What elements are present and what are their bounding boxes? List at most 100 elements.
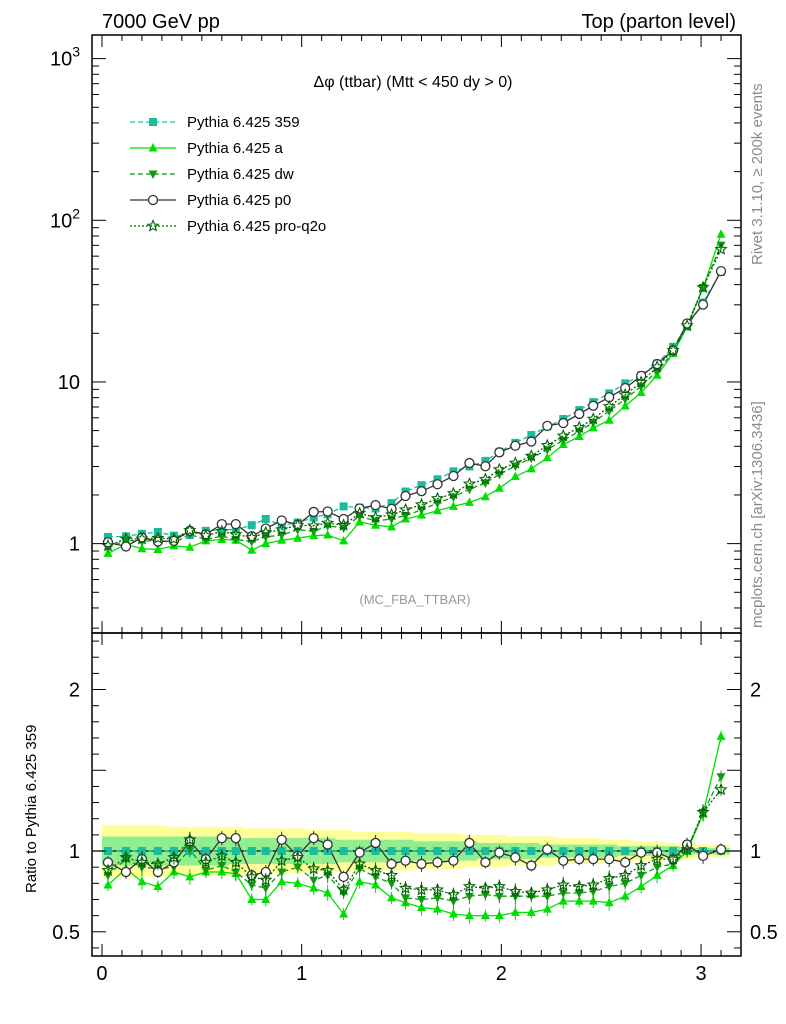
data-point-ratio [183, 832, 197, 846]
data-point-ratio [666, 852, 680, 865]
data-point-ratio [277, 876, 287, 886]
data-point-main [339, 502, 348, 511]
data-point-main [527, 430, 536, 439]
data-point-main [508, 456, 522, 469]
data-point-ratio [464, 837, 475, 849]
data-point-ratio [574, 889, 584, 899]
data-point-main [494, 483, 504, 492]
x-tick-label: 1 [296, 963, 307, 985]
y-tick-label-ratio-right: 2 [750, 680, 761, 702]
data-point-main [588, 400, 599, 411]
data-point-ratio [309, 847, 318, 856]
ratio-panel: 2 2 1 1 0.5 0.5 Ratio to Pythia 6.425 359 [23, 632, 778, 957]
data-point-ratio [414, 882, 429, 896]
data-point-ratio [636, 871, 646, 881]
data-point-ratio [464, 910, 474, 920]
data-point-ratio [309, 883, 319, 892]
data-point-ratio [386, 858, 397, 870]
data-point-ratio [620, 879, 630, 889]
data-point-ratio [464, 892, 474, 902]
data-point-main [604, 415, 614, 424]
x-axis: 0 1 2 3 [96, 35, 742, 985]
data-point-ratio [481, 847, 490, 856]
data-point-ratio [153, 847, 162, 856]
data-point-ratio [119, 850, 133, 864]
data-point-main [215, 524, 229, 538]
data-point-ratio [231, 868, 241, 878]
data-point-ratio [261, 847, 270, 856]
data-point-ratio [480, 910, 490, 920]
data-point-ratio [185, 845, 195, 855]
data-point-main [716, 229, 726, 238]
data-point-main [387, 499, 396, 508]
x-tick-label: 2 [496, 963, 507, 985]
data-point-main [526, 436, 537, 447]
ratio-frame [91, 632, 742, 957]
y-tick-label-ratio-right: 0.5 [750, 922, 778, 944]
data-point-ratio [556, 878, 570, 891]
data-point-ratio [135, 855, 149, 868]
data-point-main [481, 456, 490, 465]
data-point-ratio [650, 852, 664, 865]
data-point-ratio [604, 883, 614, 892]
data-point-main [355, 517, 365, 526]
data-point-main [387, 515, 397, 525]
data-point-ratio [339, 909, 349, 918]
data-point-ratio [715, 844, 727, 855]
data-point-ratio [574, 853, 585, 865]
legend-label: Pythia 6.425 pro-q2o [187, 218, 326, 235]
data-point-main [526, 463, 536, 473]
data-point-ratio [293, 863, 303, 873]
data-point-ratio [526, 860, 537, 871]
data-point-ratio [462, 879, 477, 893]
data-point-main [308, 506, 319, 518]
data-point-ratio [275, 853, 289, 867]
data-point-ratio [508, 884, 522, 898]
data-point-main [275, 522, 289, 536]
y-tick-base: 10 [50, 49, 72, 71]
data-point-ratio [387, 847, 396, 856]
data-point-main [636, 387, 646, 397]
data-point-ratio [137, 876, 147, 886]
data-point-ratio [716, 731, 726, 740]
data-point-ratio [229, 855, 243, 868]
data-point-main [478, 472, 492, 485]
legend-marker [148, 170, 158, 179]
data-point-main [387, 521, 397, 531]
y-tick-label-ratio-right: 1 [750, 841, 761, 863]
data-point-ratio [432, 857, 443, 868]
data-point-main [217, 525, 226, 534]
series-line-ratio [107, 837, 722, 879]
data-point-main [216, 518, 227, 530]
data-point-ratio [354, 847, 365, 858]
header-right: Top (parton level) [581, 11, 736, 33]
data-point-ratio [559, 847, 568, 856]
data-point-ratio [201, 847, 210, 856]
data-point-ratio [384, 868, 399, 881]
data-point-ratio [716, 773, 726, 782]
data-point-main [480, 461, 491, 472]
data-point-ratio [448, 855, 459, 866]
data-point-ratio [201, 866, 211, 876]
data-point-ratio [524, 886, 538, 899]
data-point-main [604, 407, 614, 416]
legend-marker [148, 143, 158, 152]
data-point-main [448, 470, 459, 482]
legend-label: Pythia 6.425 a [187, 140, 284, 157]
data-point-main [696, 280, 710, 294]
data-point-main [199, 528, 213, 542]
data-point-ratio [558, 855, 569, 866]
data-point-main [103, 532, 112, 541]
data-point-ratio [199, 855, 213, 868]
mcplots-credit-text: mcplots.cern.ch [arXiv:1306.3436] [749, 401, 766, 628]
data-point-main [309, 513, 318, 522]
data-point-main [464, 457, 475, 469]
data-point-main [542, 452, 552, 462]
x-tick-label: 0 [96, 963, 107, 985]
data-point-ratio [401, 894, 411, 903]
data-point-ratio [542, 892, 552, 902]
data-point-ratio [387, 879, 397, 889]
x-tick-label: 3 [695, 963, 706, 985]
data-point-main [119, 531, 133, 545]
